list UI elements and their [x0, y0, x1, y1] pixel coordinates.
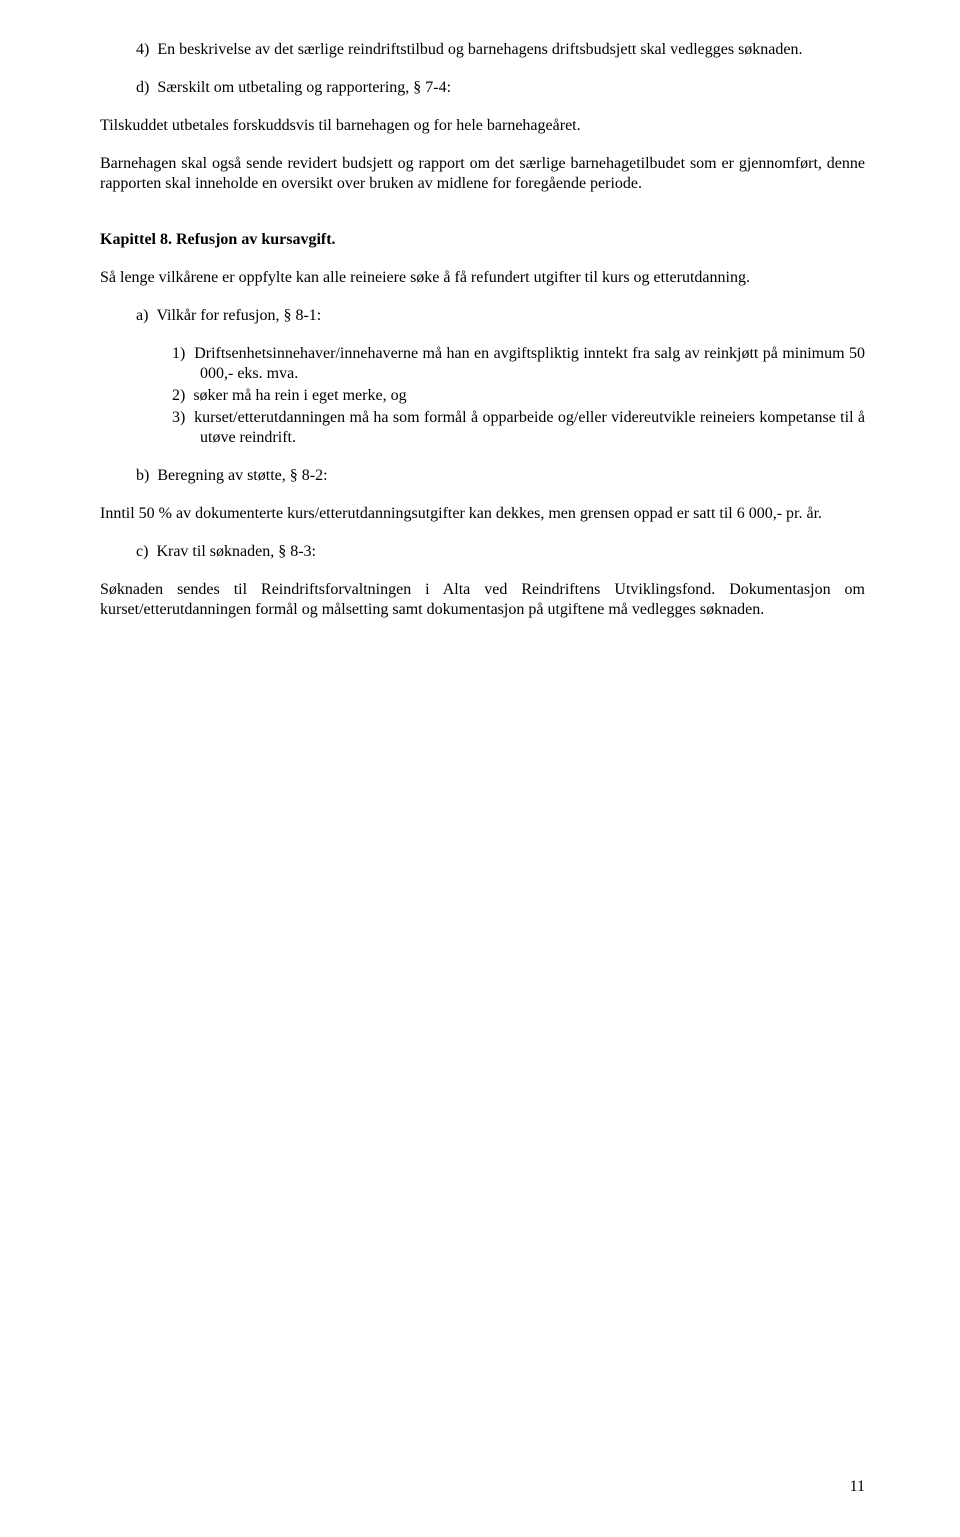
list-item-c: c) Krav til søknaden, § 8-3: [100, 542, 865, 562]
sublist-item-1-text: Driftsenhetsinnehaver/innehaverne må han… [194, 345, 865, 382]
paragraph-saalenge: Så lenge vilkårene er oppfylte kan alle … [100, 268, 865, 288]
list-item-c-text: Krav til søknaden, § 8-3: [156, 543, 316, 560]
list-item-b-number: b) [136, 467, 149, 484]
paragraph-tilskuddet: Tilskuddet utbetales forskuddsvis til ba… [100, 116, 865, 136]
sublist-item-2-number: 2) [172, 387, 185, 404]
sublist-item-1-number: 1) [172, 345, 185, 362]
sublist-item-2-text: søker må ha rein i eget merke, og [193, 387, 406, 404]
paragraph-inntil: Inntil 50 % av dokumenterte kurs/etterut… [100, 504, 865, 524]
page-number: 11 [850, 1477, 865, 1497]
list-item-4-number: 4) [136, 41, 149, 58]
kapittel-8-heading: Kapittel 8. Refusjon av kursavgift. [100, 230, 865, 250]
list-item-c-number: c) [136, 543, 148, 560]
list-item-4: 4) En beskrivelse av det særlige reindri… [100, 40, 865, 60]
sublist-item-2: 2) søker må ha rein i eget merke, og [100, 386, 865, 406]
list-item-a: a) Vilkår for refusjon, § 8-1: [100, 306, 865, 326]
list-item-b-text: Beregning av støtte, § 8-2: [157, 467, 327, 484]
sublist-item-1: 1) Driftsenhetsinnehaver/innehaverne må … [100, 344, 865, 384]
list-item-d-text: Særskilt om utbetaling og rapportering, … [157, 79, 451, 96]
paragraph-barnehagen: Barnehagen skal også sende revidert buds… [100, 154, 865, 194]
sublist-item-3-number: 3) [172, 409, 185, 426]
list-item-d: d) Særskilt om utbetaling og rapporterin… [100, 78, 865, 98]
list-item-b: b) Beregning av støtte, § 8-2: [100, 466, 865, 486]
list-item-a-number: a) [136, 307, 148, 324]
list-item-4-text: En beskrivelse av det særlige reindrifts… [157, 41, 802, 58]
list-item-d-number: d) [136, 79, 149, 96]
sublist-item-3-text: kurset/etterutdanningen må ha som formål… [194, 409, 865, 446]
sublist-item-3: 3) kurset/etterutdanningen må ha som for… [100, 408, 865, 448]
paragraph-soknaden: Søknaden sendes til Reindriftsforvaltnin… [100, 580, 865, 620]
list-item-a-text: Vilkår for refusjon, § 8-1: [156, 307, 321, 324]
